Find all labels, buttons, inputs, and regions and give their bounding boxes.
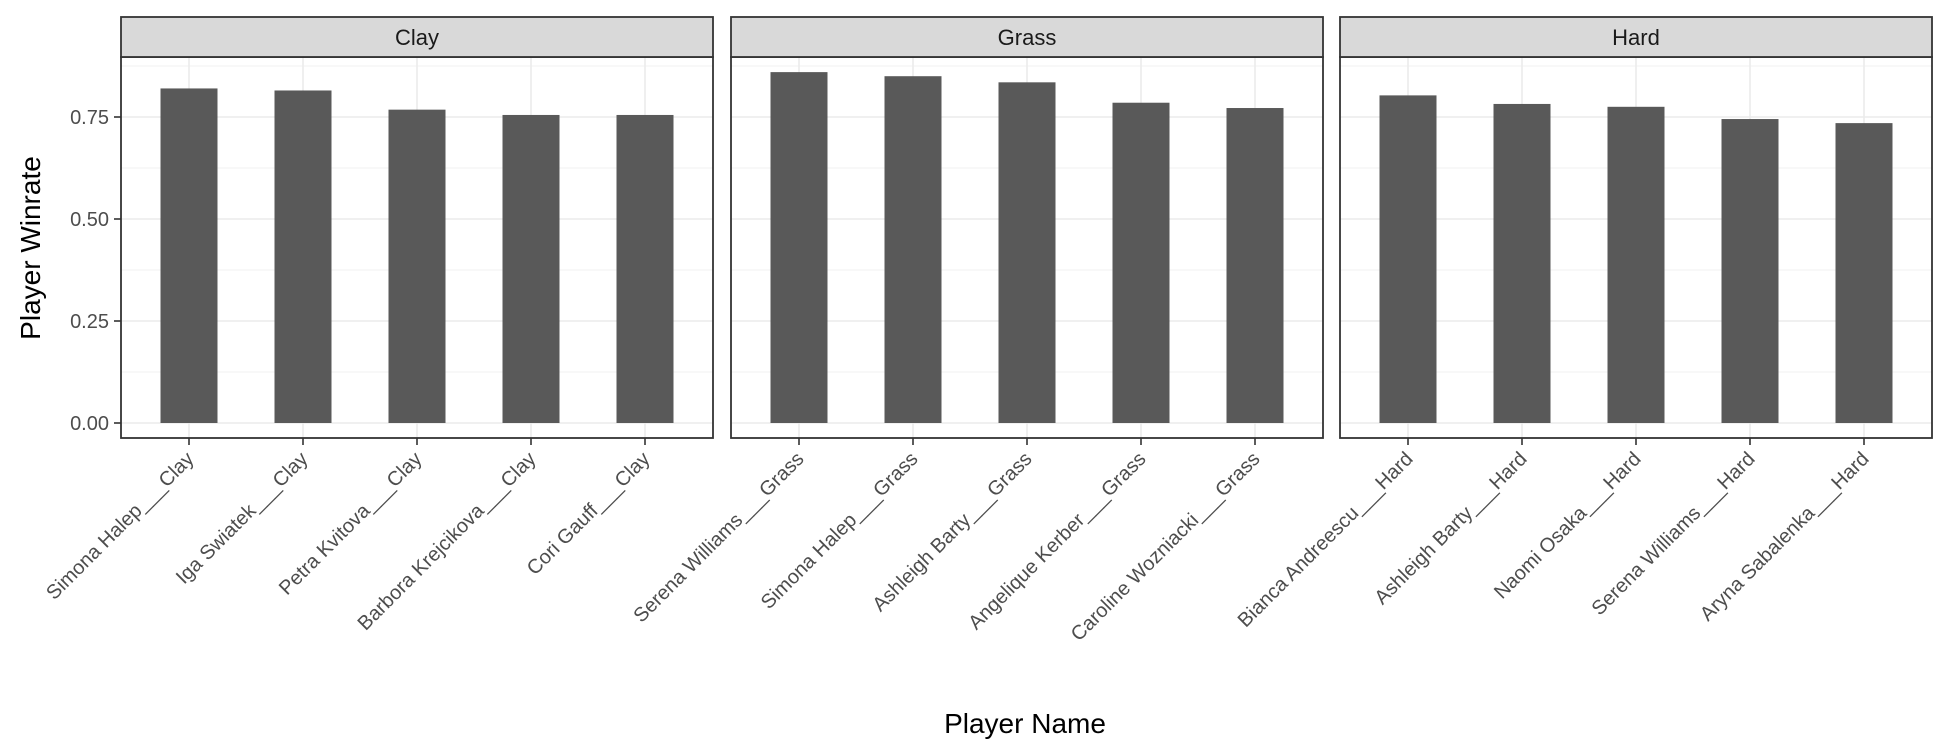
bar (770, 72, 828, 424)
y-tick-label: 0.00 (70, 413, 109, 435)
facet-strip (730, 16, 1324, 58)
bar (1493, 103, 1551, 423)
bar (1607, 106, 1665, 424)
x-tick-label: Cori Gauff___Clay (523, 448, 655, 580)
bar (616, 114, 674, 424)
x-tick-label: Simona Halep___Clay (42, 448, 198, 604)
facet-strip (1339, 16, 1933, 58)
facet-strip-label: Grass (998, 25, 1057, 50)
bar (388, 109, 446, 423)
bar (1835, 123, 1893, 424)
x-axis-title: Player Name (944, 708, 1106, 739)
facet-strip-label: Clay (395, 25, 439, 50)
bar (998, 82, 1056, 423)
bar (1721, 119, 1779, 423)
y-tick-label: 0.25 (70, 311, 109, 333)
bar (502, 114, 560, 424)
y-tick-label: 0.75 (70, 107, 109, 129)
y-tick-label: 0.50 (70, 209, 109, 231)
facet-strip (120, 16, 714, 58)
bar (1112, 102, 1170, 423)
bar (1226, 108, 1284, 424)
bar (160, 88, 218, 423)
facet-strip-label: Hard (1612, 25, 1660, 50)
y-axis-title: Player Winrate (15, 156, 46, 340)
y-axis: 0.00 0.25 0.50 0.75 (70, 107, 121, 435)
bar (274, 90, 332, 423)
bar (1379, 95, 1437, 423)
bar (884, 76, 942, 423)
